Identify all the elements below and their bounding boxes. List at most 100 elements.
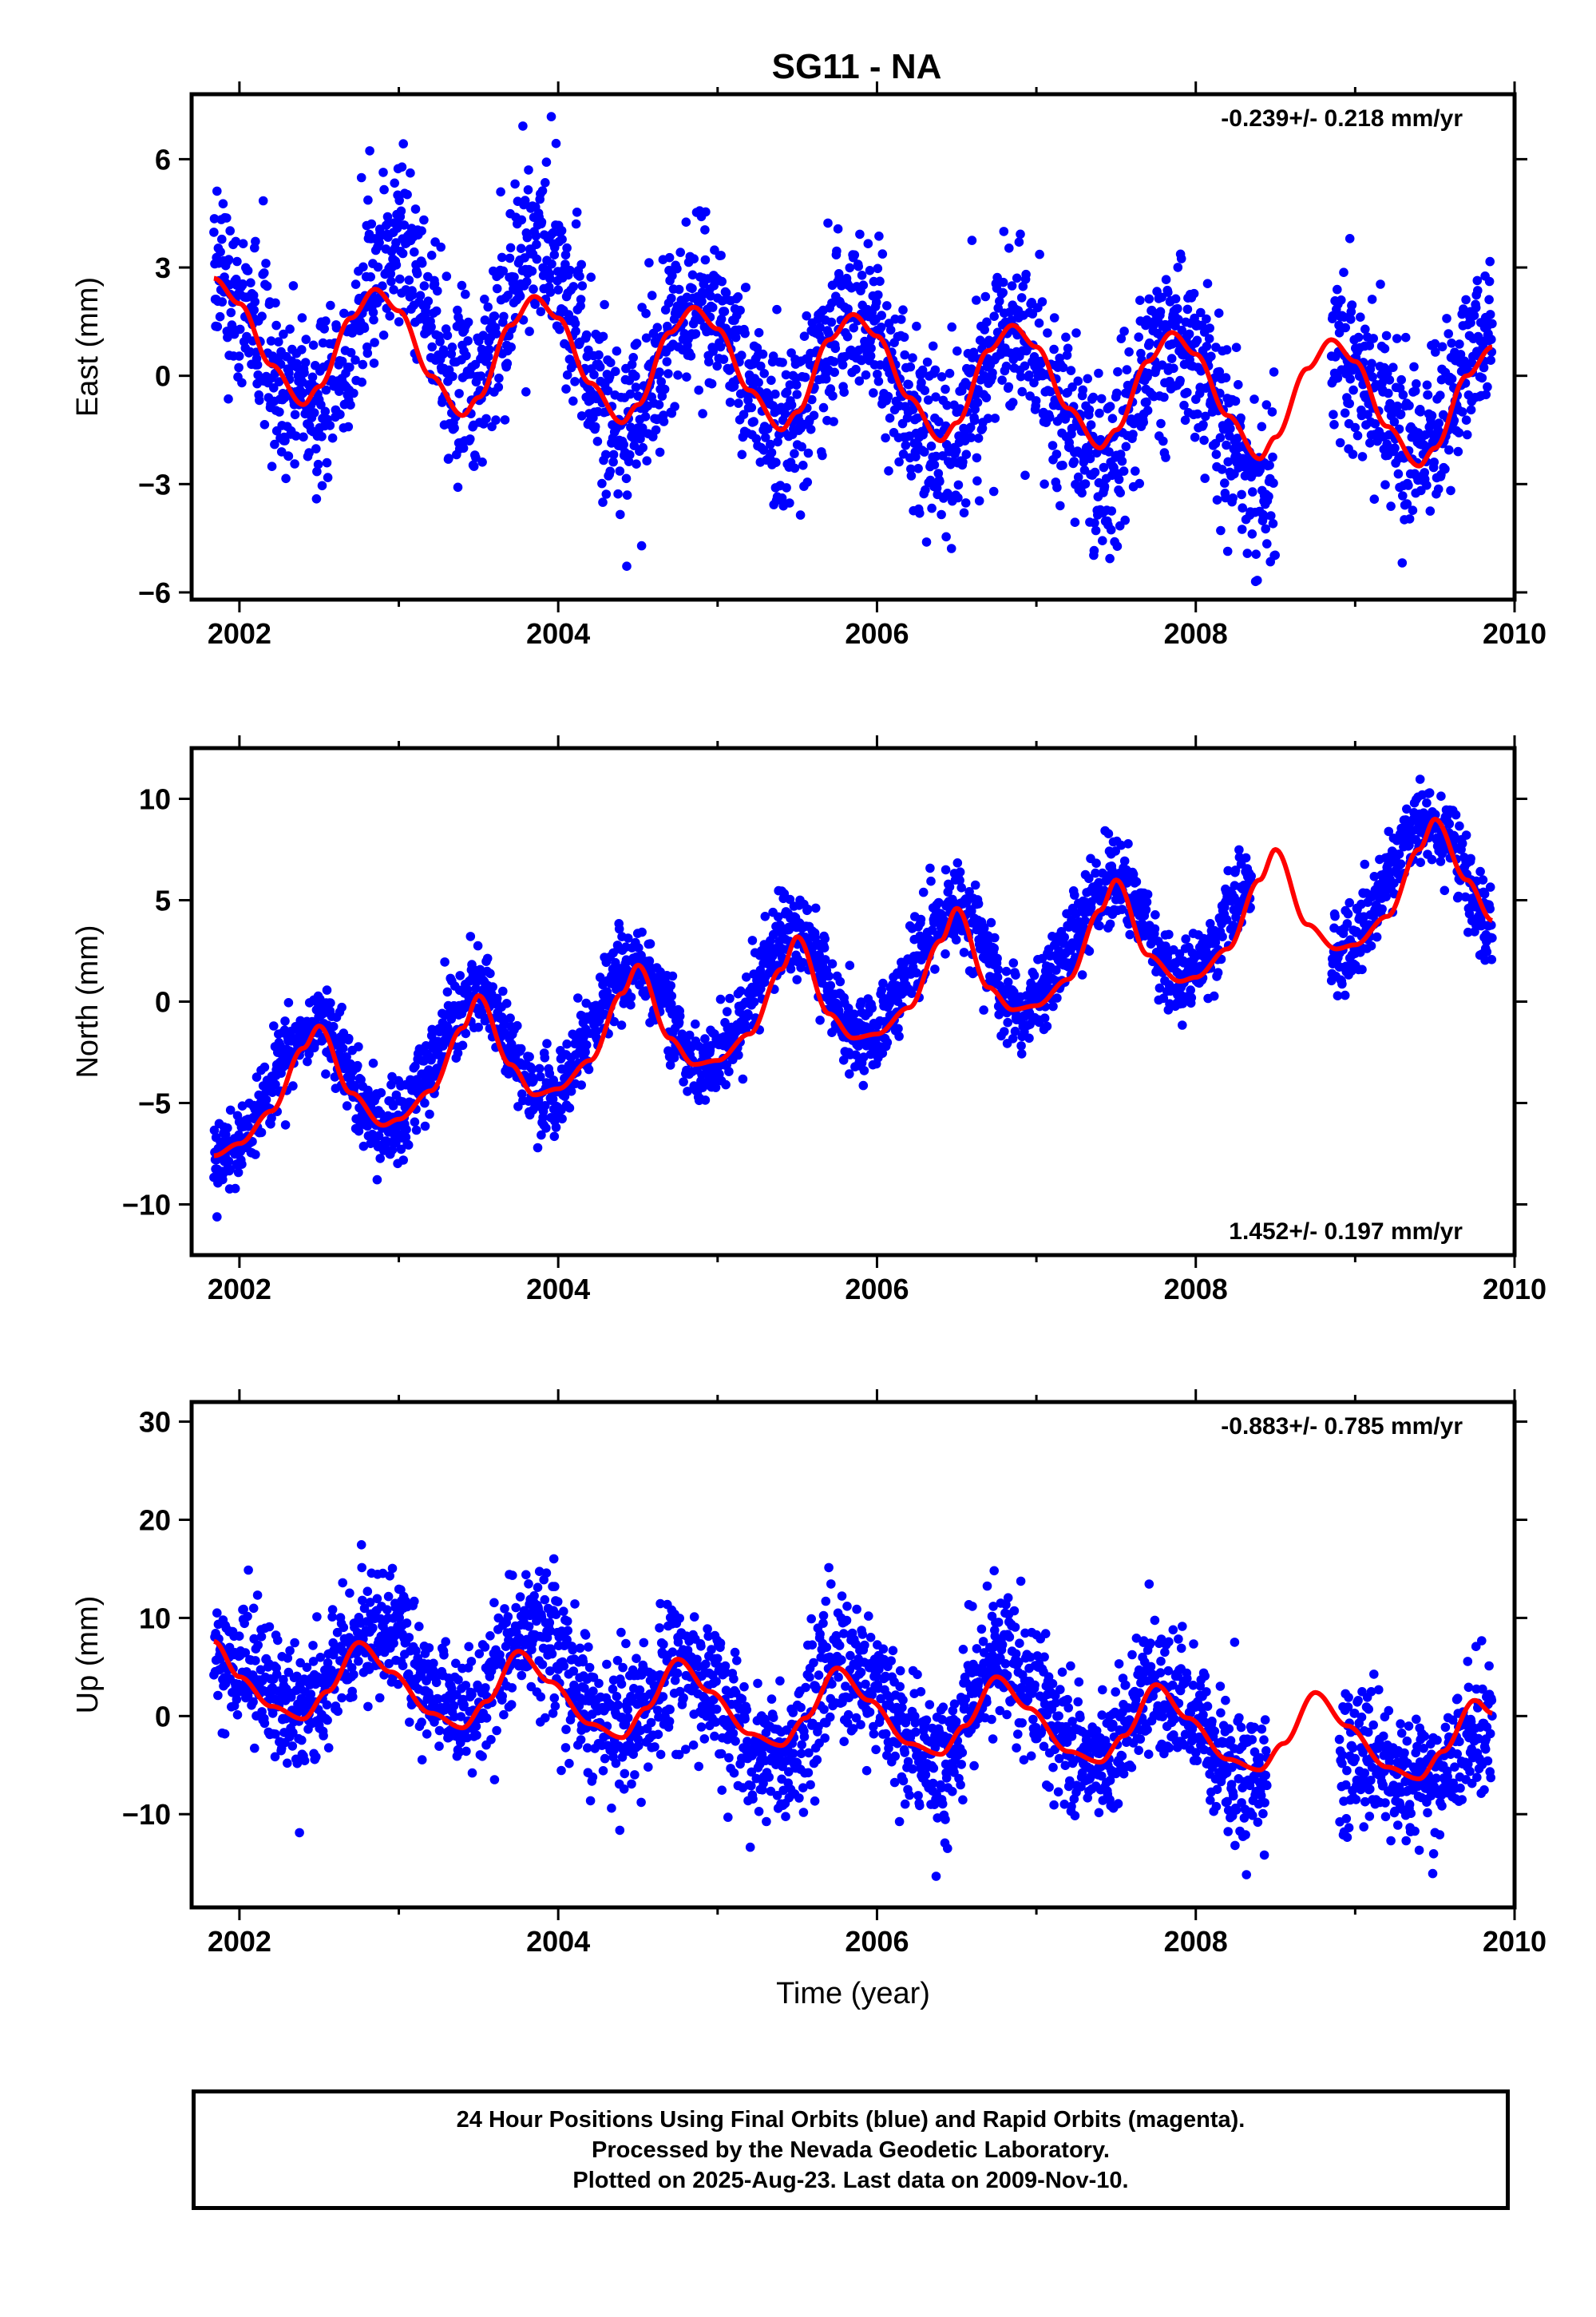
data-point: [1042, 1021, 1052, 1032]
data-point: [217, 234, 227, 244]
data-point: [1466, 405, 1476, 415]
data-point: [1447, 374, 1457, 384]
data-point: [1016, 1049, 1027, 1059]
data-point: [700, 1034, 710, 1044]
data-point: [1232, 434, 1242, 443]
data-point: [1003, 1017, 1012, 1028]
data-point: [1384, 375, 1395, 385]
data-point: [810, 903, 821, 913]
data-point: [930, 365, 941, 375]
data-point: [331, 323, 342, 333]
x-tick-label: 2010: [1483, 617, 1546, 650]
x-tick-label: 2002: [208, 617, 271, 650]
data-point: [494, 373, 504, 383]
data-point: [1398, 491, 1408, 501]
data-point: [1202, 342, 1212, 351]
data-point: [491, 329, 501, 339]
data-point: [536, 1071, 545, 1082]
data-point: [1150, 910, 1160, 920]
data-point: [1001, 361, 1012, 371]
data-point: [262, 281, 272, 291]
data-point: [818, 450, 827, 461]
data-point: [1114, 474, 1124, 485]
data-point: [290, 459, 299, 469]
data-point: [237, 1101, 248, 1111]
data-point: [1477, 373, 1487, 383]
data-point: [529, 1075, 538, 1086]
data-point: [758, 349, 768, 359]
data-point: [415, 291, 426, 301]
data-point: [1111, 846, 1120, 856]
data-point: [979, 370, 989, 381]
model-curve-east: [212, 275, 1494, 469]
data-point: [551, 138, 561, 149]
data-point: [394, 196, 405, 205]
data-point: [1112, 388, 1122, 398]
data-point: [557, 235, 567, 244]
data-point: [279, 329, 288, 339]
data-point: [941, 949, 950, 959]
data-point: [1380, 343, 1390, 354]
data-point: [376, 1087, 386, 1098]
data-point: [576, 259, 586, 270]
data-point: [285, 324, 295, 335]
data-point: [1333, 284, 1342, 295]
data-point: [549, 1131, 560, 1142]
data-point: [1017, 386, 1027, 397]
data-point: [1444, 329, 1453, 339]
data-point: [1095, 408, 1104, 418]
data-point: [338, 1044, 348, 1053]
data-point: [358, 262, 368, 272]
data-point: [410, 1061, 420, 1071]
data-point: [655, 367, 664, 377]
data-point: [822, 374, 831, 384]
data-point: [496, 187, 505, 197]
data-point: [1192, 335, 1202, 346]
data-point: [851, 364, 861, 374]
data-point: [989, 943, 999, 953]
data-point: [1105, 919, 1115, 929]
data-point: [1173, 303, 1182, 314]
data-point: [529, 284, 538, 294]
data-point: [738, 1074, 748, 1084]
data-point: [922, 357, 933, 367]
data-point: [398, 1155, 409, 1165]
data-point: [357, 377, 367, 387]
data-point: [1094, 368, 1103, 378]
data-point: [622, 561, 632, 571]
data-point: [911, 452, 921, 461]
data-point: [865, 351, 876, 361]
data-point: [768, 929, 778, 940]
data-point: [1103, 829, 1114, 838]
data-point: [216, 247, 225, 257]
data-point: [212, 186, 222, 196]
data-point: [527, 266, 537, 276]
data-point: [1220, 478, 1230, 488]
data-point: [884, 466, 893, 476]
data-point: [684, 1030, 695, 1040]
data-point: [912, 968, 921, 978]
data-point: [322, 457, 332, 468]
data-point: [1487, 335, 1496, 344]
data-point: [761, 433, 770, 442]
data-point: [873, 263, 883, 274]
data-point: [212, 322, 223, 331]
data-point: [632, 339, 642, 348]
data-point: [1018, 281, 1028, 291]
data-point: [1077, 488, 1087, 498]
data-point: [1253, 576, 1262, 585]
data-point: [926, 876, 936, 886]
data-point: [269, 1021, 279, 1031]
data-point: [521, 387, 531, 397]
data-point: [527, 1064, 537, 1074]
data-point: [502, 358, 513, 369]
data-point: [644, 258, 654, 267]
data-point: [979, 923, 989, 933]
data-point: [820, 955, 830, 964]
data-point: [921, 537, 932, 547]
data-point: [1141, 905, 1151, 915]
data-point: [792, 390, 802, 399]
data-point: [1485, 256, 1495, 267]
data-point: [1365, 438, 1375, 448]
data-point: [1062, 909, 1071, 919]
